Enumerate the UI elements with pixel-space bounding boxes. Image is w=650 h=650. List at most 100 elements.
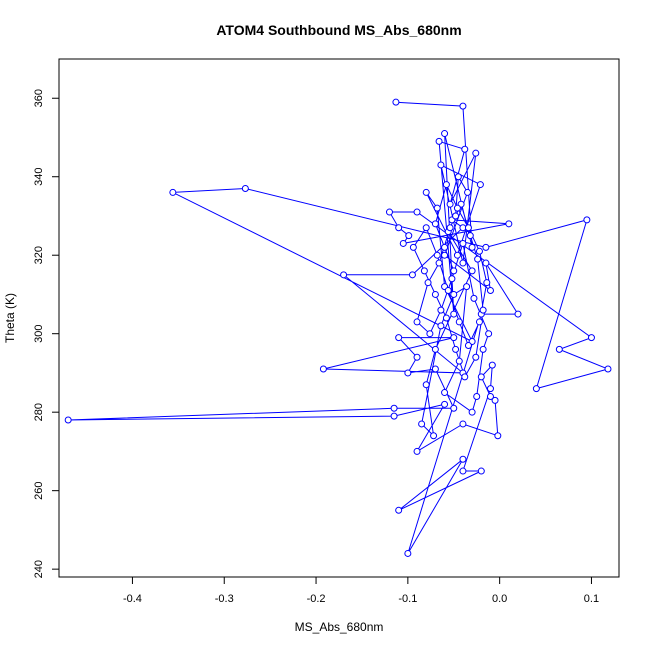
data-point [446, 224, 454, 232]
data-point [532, 385, 540, 393]
data-point [395, 224, 403, 232]
data-series [64, 98, 612, 557]
data-point [450, 334, 458, 342]
data-point [437, 306, 445, 314]
x-axis-label: MS_Abs_680nm [295, 620, 384, 634]
data-point [413, 208, 421, 216]
data-point [408, 271, 416, 279]
data-point [514, 310, 522, 318]
data-point [459, 455, 467, 463]
data-point [450, 290, 458, 298]
data-point [385, 208, 393, 216]
data-point [476, 181, 484, 189]
data-point [473, 392, 481, 400]
data-point [446, 200, 454, 208]
data-point [433, 204, 441, 212]
data-point [479, 345, 487, 353]
data-point [463, 283, 471, 291]
x-tick-label: -0.3 [215, 593, 234, 605]
data-point [482, 243, 490, 251]
data-point [340, 271, 348, 279]
data-point [441, 400, 449, 408]
data-point [459, 467, 467, 475]
data-point [448, 275, 456, 283]
data-point [475, 318, 483, 326]
data-point [395, 506, 403, 514]
data-point [450, 404, 458, 412]
data-point [418, 420, 426, 428]
data-point [435, 137, 443, 145]
data-point [604, 365, 612, 373]
y-axis-label: Theta (K) [3, 293, 17, 343]
data-point [424, 279, 432, 287]
data-point [452, 212, 460, 220]
data-point [461, 145, 469, 153]
data-point [494, 432, 502, 440]
data-point [422, 381, 430, 389]
data-point [444, 287, 452, 295]
data-point [399, 239, 407, 247]
data-point [455, 318, 463, 326]
data-point [64, 416, 72, 424]
data-point [472, 149, 480, 157]
data-point [422, 224, 430, 232]
data-point [453, 251, 461, 259]
x-tick-label: -0.2 [307, 593, 326, 605]
data-point [431, 345, 439, 353]
y-tick-label: 260 [33, 481, 45, 499]
data-point [461, 373, 469, 381]
data-point [169, 188, 177, 196]
data-point [413, 447, 421, 455]
data-point [583, 216, 591, 224]
data-point [390, 404, 398, 412]
data-point [390, 412, 398, 420]
data-point [477, 467, 485, 475]
data-point [442, 181, 450, 189]
data-point [474, 255, 482, 263]
data-point [442, 314, 450, 322]
data-point [466, 232, 474, 240]
data-point [479, 306, 487, 314]
data-point [441, 251, 449, 259]
data-point [395, 334, 403, 342]
data-point [483, 279, 491, 287]
data-point [486, 287, 494, 295]
data-point [587, 334, 595, 342]
data-point [433, 251, 441, 259]
x-tick-label: 0.0 [492, 593, 507, 605]
data-point [470, 294, 478, 302]
data-point [437, 161, 445, 169]
data-point [505, 220, 513, 228]
y-tick-label: 320 [33, 246, 45, 264]
data-point [455, 357, 463, 365]
data-point [404, 369, 412, 377]
data-point [450, 310, 458, 318]
data-point [477, 373, 485, 381]
data-point [482, 259, 490, 267]
data-point [405, 232, 413, 240]
data-point [392, 98, 400, 106]
data-point [404, 549, 412, 557]
data-point [431, 290, 439, 298]
x-tick-label: -0.4 [123, 593, 142, 605]
data-point [431, 365, 439, 373]
data-point [426, 330, 434, 338]
data-point [435, 259, 443, 267]
data-point [459, 102, 467, 110]
data-point [319, 365, 327, 373]
data-point [459, 420, 467, 428]
data-point [420, 267, 428, 275]
data-point [464, 188, 472, 196]
y-tick-label: 360 [33, 89, 45, 107]
data-point [472, 353, 480, 361]
data-point [437, 322, 445, 330]
data-point [464, 341, 472, 349]
data-point [409, 243, 417, 251]
data-point [555, 345, 563, 353]
data-point [452, 345, 460, 353]
chart-title: ATOM4 Southbound MS_Abs_680nm [216, 22, 461, 38]
data-point [459, 239, 467, 247]
data-point [468, 267, 476, 275]
